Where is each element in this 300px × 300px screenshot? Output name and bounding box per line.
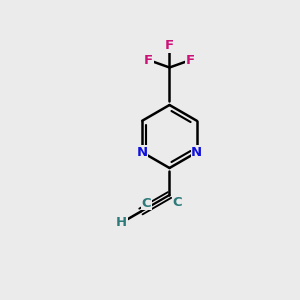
Text: F: F bbox=[165, 39, 174, 52]
Text: N: N bbox=[137, 146, 148, 159]
Text: N: N bbox=[191, 146, 202, 159]
Text: H: H bbox=[116, 216, 127, 229]
Text: C: C bbox=[142, 197, 152, 210]
Text: F: F bbox=[186, 53, 195, 67]
Text: F: F bbox=[144, 53, 153, 67]
Text: C: C bbox=[172, 196, 182, 209]
